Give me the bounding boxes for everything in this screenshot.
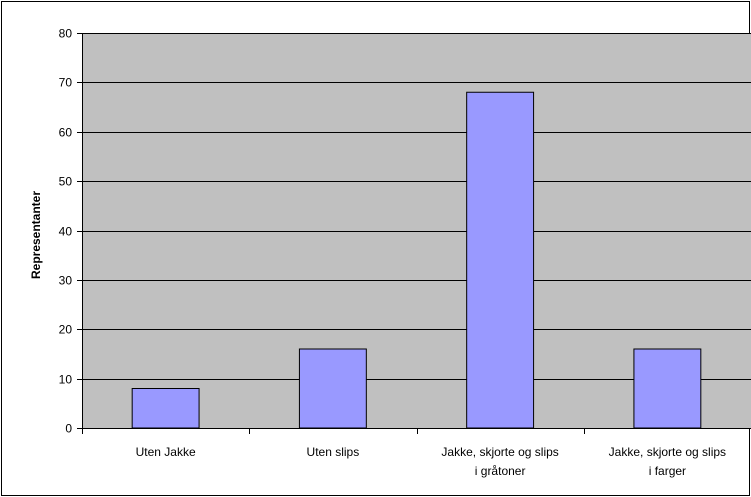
bar xyxy=(131,388,200,429)
y-tick-label: 30 xyxy=(59,274,73,288)
y-tick-label: 0 xyxy=(65,422,72,436)
x-category-label: Uten slips xyxy=(307,445,360,459)
y-axis-title: Representanter xyxy=(29,191,43,279)
labels: 0 10 20 30 40 50 60 70 80 Uten Jakke Uten slips Jak… xyxy=(59,27,726,479)
bars xyxy=(131,91,702,429)
x-category-label: i gråtoner xyxy=(475,464,526,478)
y-tick-label: 10 xyxy=(59,373,73,387)
x-category-label: Uten Jakke xyxy=(136,445,196,459)
y-tick-label: 50 xyxy=(59,175,73,189)
y-tick-label: 20 xyxy=(59,323,73,337)
x-category-label: i farger xyxy=(649,464,686,478)
bar xyxy=(466,91,535,429)
y-tick-label: 40 xyxy=(59,225,73,239)
x-category-label: Jakke, skjorte og slips xyxy=(609,445,726,459)
y-tick-label: 60 xyxy=(59,126,73,140)
gridlines xyxy=(82,33,751,380)
y-tick-label: 70 xyxy=(59,76,73,90)
bar xyxy=(633,348,702,429)
y-tick-label: 80 xyxy=(59,27,73,41)
x-category-label: Jakke, skjorte og slips xyxy=(441,445,558,459)
axes xyxy=(77,33,751,434)
bar xyxy=(298,348,367,429)
